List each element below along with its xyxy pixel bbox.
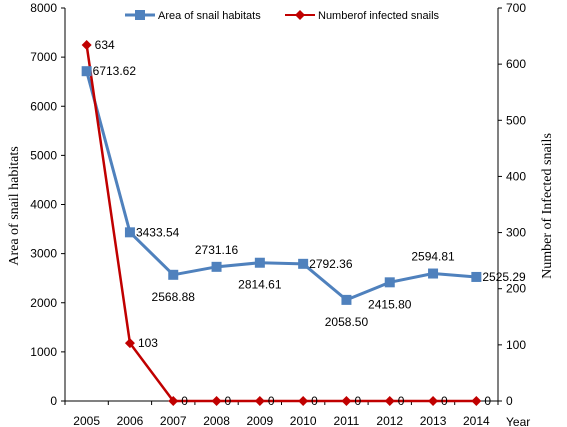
infected-marker xyxy=(341,396,352,406)
infected-data-label: 0 xyxy=(268,394,275,408)
infected-data-label: 634 xyxy=(95,38,115,52)
area-data-label: 2792.36 xyxy=(309,257,353,271)
x-tick-label: 2009 xyxy=(246,414,273,427)
area-data-label: 2814.61 xyxy=(238,278,282,292)
left-tick-label: 6000 xyxy=(30,99,57,113)
area-data-label: 2594.81 xyxy=(411,250,455,264)
infected-marker xyxy=(384,396,395,406)
left-axis-title: Area of snail habitats xyxy=(7,146,22,265)
legend-marker-area xyxy=(135,10,145,20)
left-tick-label: 4000 xyxy=(30,198,57,212)
legend-item-area: Area of snail habitats xyxy=(125,10,261,22)
left-tick-label: 1000 xyxy=(30,345,57,359)
infected-data-label: 0 xyxy=(441,394,448,408)
right-tick-label: 100 xyxy=(506,338,526,352)
infected-data-label: 103 xyxy=(138,336,158,350)
right-tick-label: 400 xyxy=(506,169,526,183)
x-tick-label: 2012 xyxy=(376,414,403,427)
area-marker xyxy=(471,271,482,282)
x-tick-label: 2006 xyxy=(117,414,144,427)
infected-data-label: 0 xyxy=(484,394,491,408)
data-labels: 6713.62 3433.54 2568.88 2731.16 2814.61 2792.… xyxy=(93,38,526,408)
infected-marker xyxy=(298,396,309,406)
left-tick-label: 5000 xyxy=(30,148,57,162)
infected-marker xyxy=(428,396,439,406)
area-data-label: 2568.88 xyxy=(152,290,196,304)
x-tick-label: 2014 xyxy=(463,414,490,427)
area-marker xyxy=(428,268,439,279)
area-marker xyxy=(81,66,92,77)
legend-label-area: Area of snail habitats xyxy=(158,10,261,22)
x-tick-label: 2011 xyxy=(334,414,360,427)
area-data-label: 3433.54 xyxy=(136,225,180,239)
area-marker xyxy=(168,269,179,280)
infected-marker xyxy=(211,396,222,406)
infected-data-label: 0 xyxy=(311,394,318,408)
right-tick-label: 500 xyxy=(506,113,526,127)
x-tick-label: 2010 xyxy=(290,414,317,427)
area-marker xyxy=(384,277,395,288)
series-line-area xyxy=(85,70,477,302)
series-markers xyxy=(81,40,482,406)
x-axis-ticks: 2005 2006 2007 2008 2009 2010 2011 2012 2013 2014 xyxy=(64,401,499,427)
area-marker xyxy=(341,294,352,305)
area-marker xyxy=(124,227,135,238)
right-tick-label: 700 xyxy=(506,1,526,15)
series-lines xyxy=(85,44,477,403)
left-tick-label: 2000 xyxy=(30,296,57,310)
x-tick-label: 2008 xyxy=(203,414,230,427)
infected-marker xyxy=(168,396,179,406)
left-axis-ticks: 0 1000 2000 3000 4000 5000 6000 7000 8000 xyxy=(30,1,65,408)
area-marker xyxy=(211,261,222,272)
x-tick-label: 2005 xyxy=(73,414,100,427)
right-tick-label: 600 xyxy=(506,57,526,71)
legend: Area of snail habitats Numberof infected… xyxy=(125,10,440,22)
legend-marker-infected xyxy=(295,10,305,20)
infected-marker xyxy=(124,338,135,349)
area-marker xyxy=(254,257,265,268)
area-data-label: 2058.50 xyxy=(325,315,369,329)
right-tick-label: 200 xyxy=(506,282,526,296)
infected-marker xyxy=(471,396,482,406)
area-data-label: 6713.62 xyxy=(93,64,137,78)
series-line-infected xyxy=(85,44,477,403)
left-tick-label: 0 xyxy=(50,394,57,408)
infected-data-label: 0 xyxy=(225,394,232,408)
right-tick-label: 0 xyxy=(506,394,513,408)
infected-data-label: 0 xyxy=(181,394,188,408)
infected-data-label: 0 xyxy=(354,394,361,408)
x-tick-label: 2007 xyxy=(160,414,187,427)
area-data-label: 2525.29 xyxy=(482,270,526,284)
legend-item-infected: Numberof infected snails xyxy=(285,10,440,22)
area-data-label: 2731.16 xyxy=(195,243,239,257)
right-axis-ticks: 0 100 200 300 400 500 600 700 xyxy=(498,1,526,408)
right-axis-title: Number of Infected snails xyxy=(540,133,555,279)
infected-marker xyxy=(254,396,265,406)
infected-data-label: 0 xyxy=(398,394,405,408)
right-tick-label: 300 xyxy=(506,226,526,240)
x-axis-title: Year xyxy=(506,415,530,427)
left-tick-label: 3000 xyxy=(30,247,57,261)
legend-label-infected: Numberof infected snails xyxy=(318,10,440,22)
left-tick-label: 7000 xyxy=(30,50,57,64)
left-tick-label: 8000 xyxy=(30,1,57,15)
infected-marker xyxy=(81,40,92,51)
x-tick-label: 2013 xyxy=(420,414,447,427)
area-marker xyxy=(298,258,309,269)
area-data-label: 2415.80 xyxy=(368,297,412,311)
